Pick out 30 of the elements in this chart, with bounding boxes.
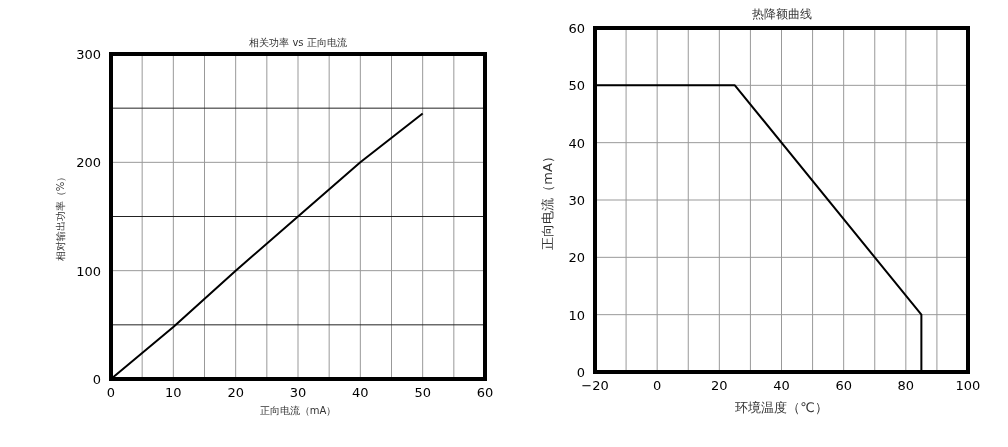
y-tick-label: 20: [568, 250, 585, 266]
y-axis-title: 相对输出功率（%）: [55, 171, 66, 262]
x-tick-label: 20: [711, 378, 728, 393]
y-tick-label: 200: [76, 155, 101, 171]
y-tick-label: 60: [568, 21, 585, 36]
y-tick-label: 50: [568, 78, 585, 94]
y-tick-label: 100: [76, 263, 101, 279]
x-tick-label: 0: [653, 378, 662, 393]
x-tick-label: 60: [476, 385, 494, 400]
chart-title: 相关功率 vs 正向电流: [249, 37, 347, 48]
y-tick-label: 300: [76, 47, 101, 62]
x-tick-label: 20: [227, 385, 244, 400]
x-tick-label: −20: [581, 378, 609, 393]
x-tick-label: 50: [414, 385, 431, 400]
x-tick-label: 80: [897, 378, 915, 393]
x-tick-label: 100: [955, 378, 981, 393]
y-axis-title: 正向电流（mA）: [540, 150, 555, 250]
x-axis-title: 环境温度（℃）: [735, 400, 828, 415]
x-tick-label: 10: [165, 385, 182, 400]
x-axis-title: 正向电流（mA）: [259, 405, 337, 416]
x-tick-label: 60: [835, 378, 852, 393]
y-tick-label: 10: [568, 307, 585, 323]
x-tick-label: 0: [106, 385, 116, 400]
x-tick-label: 40: [773, 378, 790, 393]
x-tick-label: 40: [352, 385, 369, 400]
y-tick-label: 30: [568, 193, 585, 208]
x-tick-label: 30: [289, 385, 307, 400]
y-tick-label: 0: [576, 365, 585, 380]
y-tick-label: 40: [568, 135, 585, 151]
chart-title: 热降额曲线: [751, 7, 812, 21]
